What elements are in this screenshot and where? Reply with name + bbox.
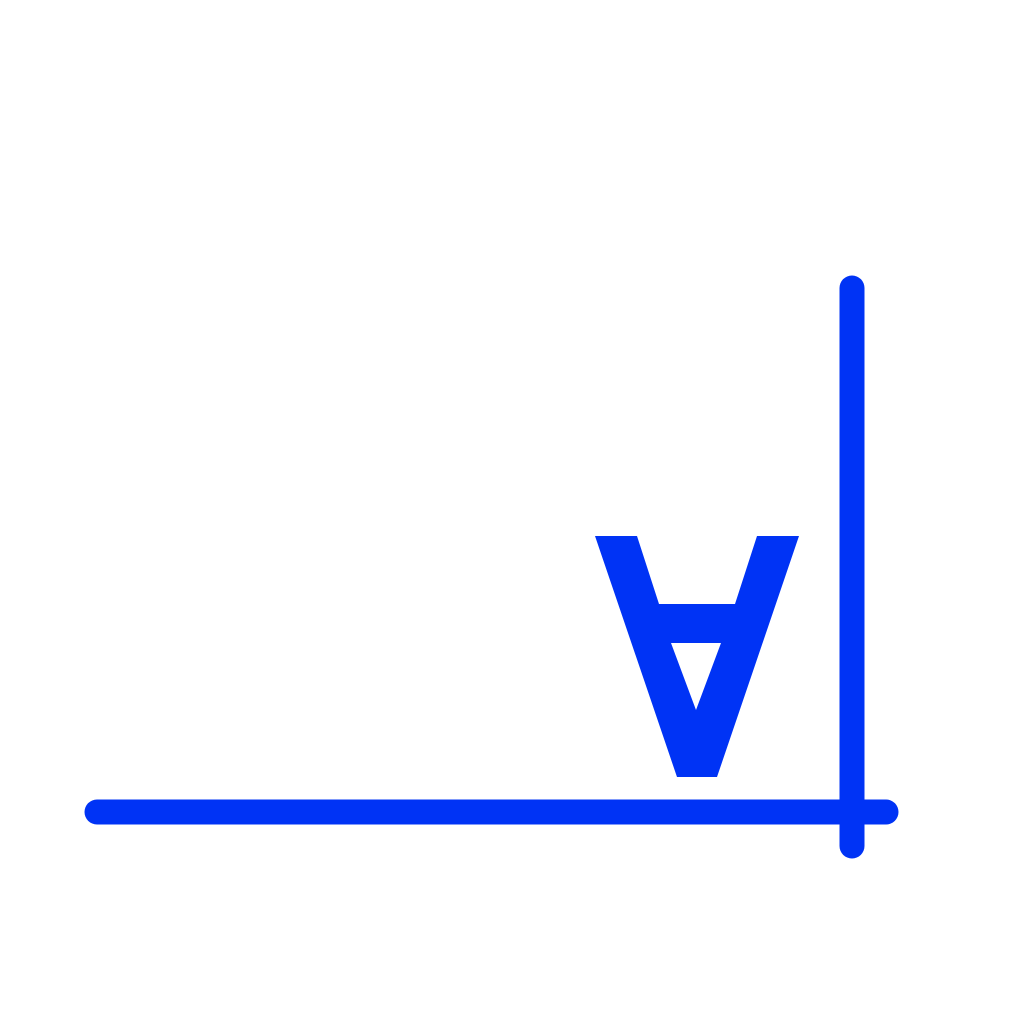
upside-down-letter-a-glyph [595, 536, 799, 777]
